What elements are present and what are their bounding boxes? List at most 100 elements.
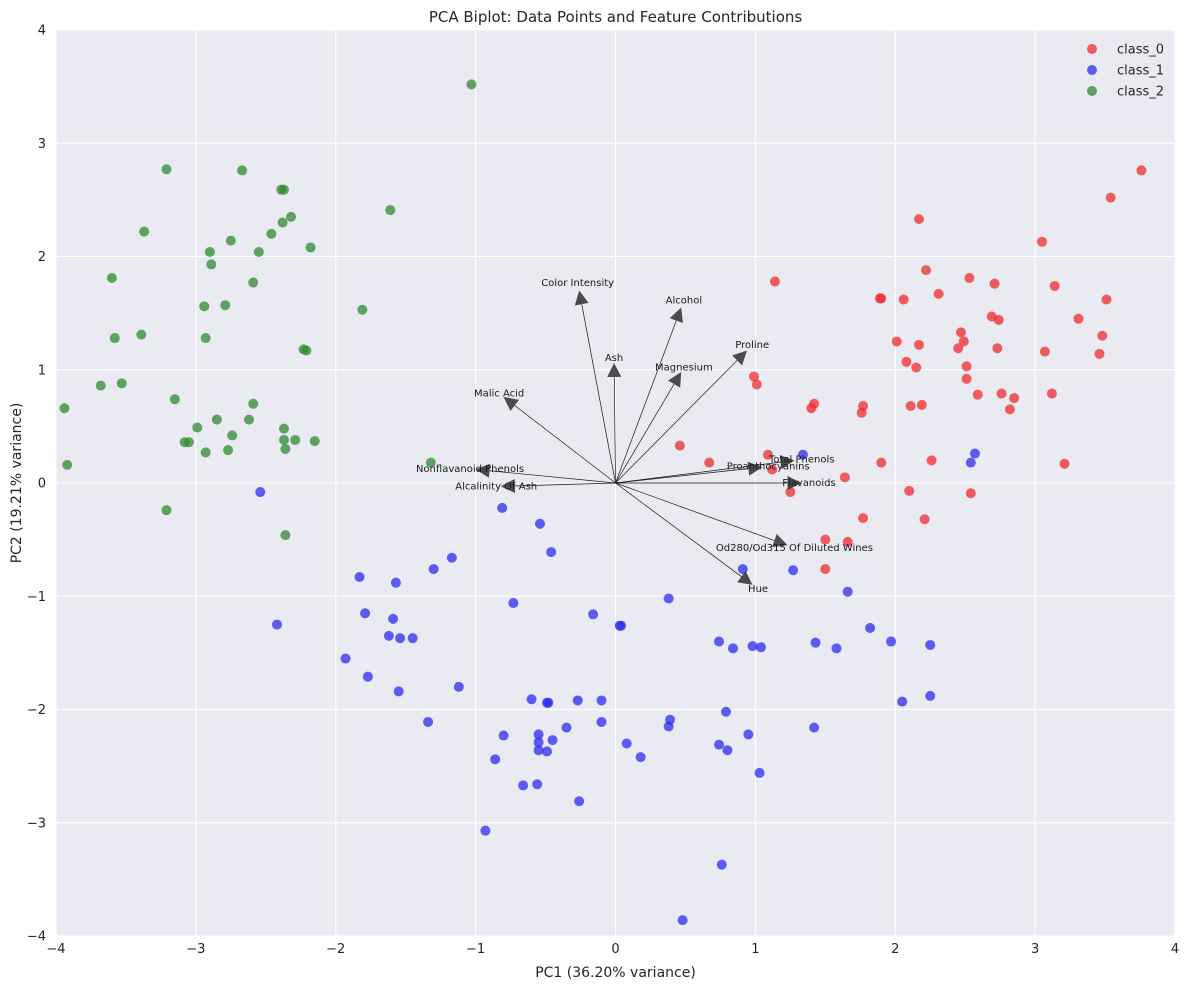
loading-arrow-head xyxy=(732,350,747,366)
loading-arrow-head xyxy=(771,533,788,548)
data-point-class_2 xyxy=(161,164,172,175)
data-point-class_0 xyxy=(767,464,778,475)
y-tick-label: 1 xyxy=(38,363,46,378)
data-point-class_1 xyxy=(574,796,585,807)
data-point-class_1 xyxy=(498,730,509,741)
data-point-class_0 xyxy=(911,362,922,373)
data-point-class_0 xyxy=(1046,388,1057,399)
data-point-class_1 xyxy=(541,697,552,708)
data-point-class_2 xyxy=(59,403,70,414)
data-point-class_0 xyxy=(820,534,831,545)
loading-arrow-line xyxy=(615,320,677,484)
data-point-class_2 xyxy=(136,329,147,340)
loading-arrow-head xyxy=(787,476,802,490)
data-point-class_0 xyxy=(964,273,975,284)
data-point-class_0 xyxy=(993,314,1004,325)
data-point-class_2 xyxy=(244,414,255,425)
data-point-class_1 xyxy=(446,552,457,563)
data-point-class_0 xyxy=(961,373,972,384)
data-point-class_2 xyxy=(95,380,106,391)
data-point-class_1 xyxy=(547,735,558,746)
data-point-class_0 xyxy=(1073,313,1084,324)
y-tick-label: −1 xyxy=(27,590,46,605)
data-point-class_2 xyxy=(248,398,259,409)
data-point-class_1 xyxy=(383,630,394,641)
loading-arrow-line xyxy=(615,383,675,484)
data-point-class_1 xyxy=(747,641,758,652)
x-tick-label: 2 xyxy=(891,942,899,957)
data-point-class_1 xyxy=(561,722,572,733)
data-point-class_2 xyxy=(278,184,289,195)
data-point-class_1 xyxy=(716,859,727,870)
data-point-class_1 xyxy=(532,779,543,790)
feature-label: Flavanoids xyxy=(782,478,836,489)
data-point-class_1 xyxy=(969,448,980,459)
data-point-class_1 xyxy=(635,752,646,763)
data-point-class_1 xyxy=(407,633,418,644)
data-point-class_2 xyxy=(109,333,120,344)
loading-arrow-head xyxy=(669,307,683,324)
feature-label: Magnesium xyxy=(655,363,713,374)
y-tick-label: 0 xyxy=(38,477,46,492)
chart-title: PCA Biplot: Data Points and Feature Cont… xyxy=(429,8,803,26)
data-point-class_1 xyxy=(518,780,529,791)
data-point-class_2 xyxy=(425,457,436,468)
data-point-class_2 xyxy=(278,434,289,445)
data-point-class_1 xyxy=(546,547,557,558)
data-point-class_1 xyxy=(886,636,897,647)
data-point-class_1 xyxy=(897,696,908,707)
data-point-class_1 xyxy=(721,706,732,717)
y-axis-title: PC2 (19.21% variance) xyxy=(9,403,25,564)
data-point-class_1 xyxy=(393,686,404,697)
data-point-class_2 xyxy=(204,246,215,257)
data-point-class_2 xyxy=(199,301,210,312)
data-point-class_1 xyxy=(428,564,439,575)
data-point-class_0 xyxy=(876,457,887,468)
y-tick-label: −3 xyxy=(27,816,46,831)
x-tick-label: 1 xyxy=(751,942,759,957)
data-point-class_0 xyxy=(989,278,1000,289)
data-point-class_2 xyxy=(280,444,291,455)
feature-label: Proline xyxy=(735,340,769,351)
data-point-class_0 xyxy=(898,294,909,305)
y-tick-label: 4 xyxy=(38,24,46,39)
data-point-class_0 xyxy=(842,536,853,547)
data-point-class_1 xyxy=(453,681,464,692)
data-point-class_1 xyxy=(727,643,738,654)
data-point-class_2 xyxy=(301,345,312,356)
loading-arrow-head xyxy=(503,396,519,412)
data-point-class_0 xyxy=(961,361,972,372)
loading-arrow-head xyxy=(737,570,753,585)
legend-marker-class_0 xyxy=(1087,44,1097,54)
data-point-class_1 xyxy=(810,637,821,648)
data-point-class_1 xyxy=(533,737,544,748)
data-point-class_2 xyxy=(206,259,217,270)
feature-label: Nonflavanoid Phenols xyxy=(416,464,524,475)
data-point-class_2 xyxy=(305,242,316,253)
loading-arrow-line xyxy=(514,482,616,487)
data-point-class_1 xyxy=(533,745,544,756)
data-point-class_2 xyxy=(116,378,127,389)
feature-label: Od280/Od315 Of Diluted Wines xyxy=(716,543,873,554)
data-point-class_1 xyxy=(722,745,733,756)
loading-arrow-line xyxy=(615,482,775,541)
data-point-class_2 xyxy=(62,459,73,470)
data-point-class_1 xyxy=(596,716,607,727)
data-point-class_1 xyxy=(354,571,365,582)
legend-marker-class_2 xyxy=(1087,86,1097,96)
x-tick-label: 4 xyxy=(1171,942,1179,957)
data-point-class_1 xyxy=(255,487,266,498)
loading-arrow-line xyxy=(613,376,616,484)
data-point-class_0 xyxy=(914,339,925,350)
data-point-class_1 xyxy=(490,754,501,765)
loading-arrow-head xyxy=(500,478,516,493)
data-point-class_2 xyxy=(466,79,477,90)
data-point-class_1 xyxy=(743,729,754,740)
y-tick-label: −4 xyxy=(27,930,46,945)
data-point-class_0 xyxy=(1059,458,1070,469)
loading-arrow-head xyxy=(475,463,491,478)
data-point-class_0 xyxy=(953,343,964,354)
data-point-class_0 xyxy=(901,356,912,367)
data-point-class_2 xyxy=(277,217,288,228)
